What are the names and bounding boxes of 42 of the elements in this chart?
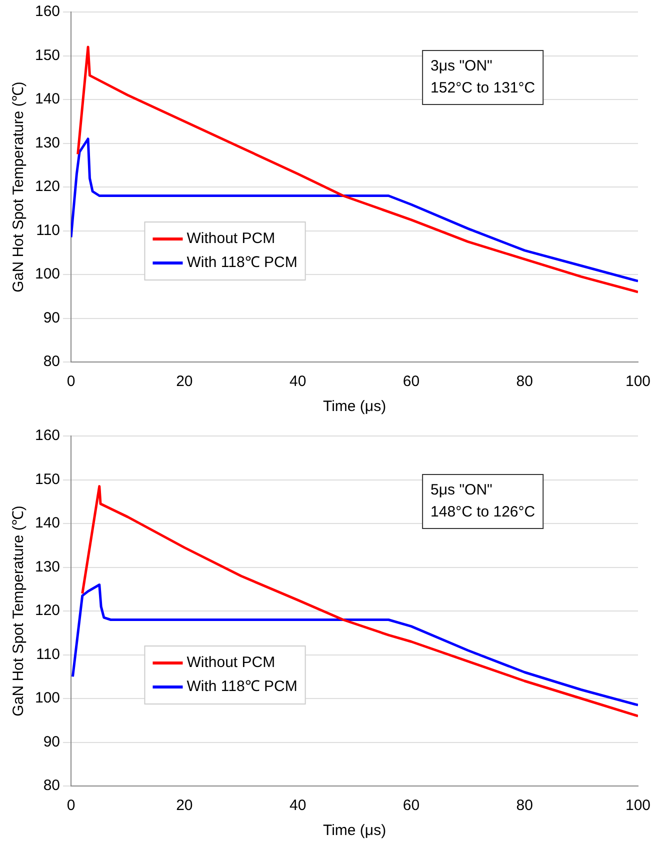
legend-label: With 118℃ PCM [186,254,298,272]
y-tick-label: 80 [43,777,60,794]
y-tick-label: 100 [34,266,60,283]
legend-label: Without PCM [186,230,276,248]
y-tick-label: 120 [34,178,60,196]
x-tick-label: 20 [176,373,193,390]
x-tick-label: 80 [516,797,533,814]
x-axis-title: Time (μs) [322,398,386,416]
x-tick-label: 20 [176,797,193,814]
y-tick-label: 140 [34,90,60,108]
annotation: 5μs "ON" [430,482,492,499]
x-tick-label: 0 [66,797,76,814]
x-tick-label: 0 [66,373,76,390]
x-tick-label: 100 [625,373,651,390]
annotation: 148°C to 126°C [430,504,536,521]
y-tick-label: 130 [34,134,60,152]
legend-label: Without PCM [186,654,276,672]
y-tick-label: 160 [34,3,60,20]
y-axis-title: GaN Hot Spot Temperature (℃) [10,506,28,716]
x-axis-title: Time (μs) [322,822,386,840]
y-tick-label: 140 [34,514,60,532]
y-tick-label: 150 [34,46,60,64]
y-tick-label: 90 [43,309,60,326]
x-tick-label: 100 [625,797,651,814]
x-tick-label: 60 [402,797,420,814]
y-tick-label: 110 [36,646,60,663]
y-tick-label: 90 [43,733,60,750]
y-tick-label: 100 [34,690,60,707]
annotation: 152°C to 131°C [430,80,536,97]
y-tick-label: 160 [34,427,60,444]
x-tick-label: 40 [289,797,306,814]
y-tick-label: 130 [34,558,60,576]
y-tick-label: 150 [34,470,60,488]
x-tick-label: 80 [516,373,533,390]
y-axis-title: GaN Hot Spot Temperature (℃) [10,82,28,292]
y-tick-label: 80 [43,353,60,370]
x-tick-label: 40 [289,373,306,390]
legend-label: With 118℃ PCM [186,678,298,696]
y-tick-label: 120 [34,602,60,620]
annotation: 3μs "ON" [430,58,492,75]
x-tick-label: 60 [402,373,420,390]
y-tick-label: 110 [36,222,60,239]
